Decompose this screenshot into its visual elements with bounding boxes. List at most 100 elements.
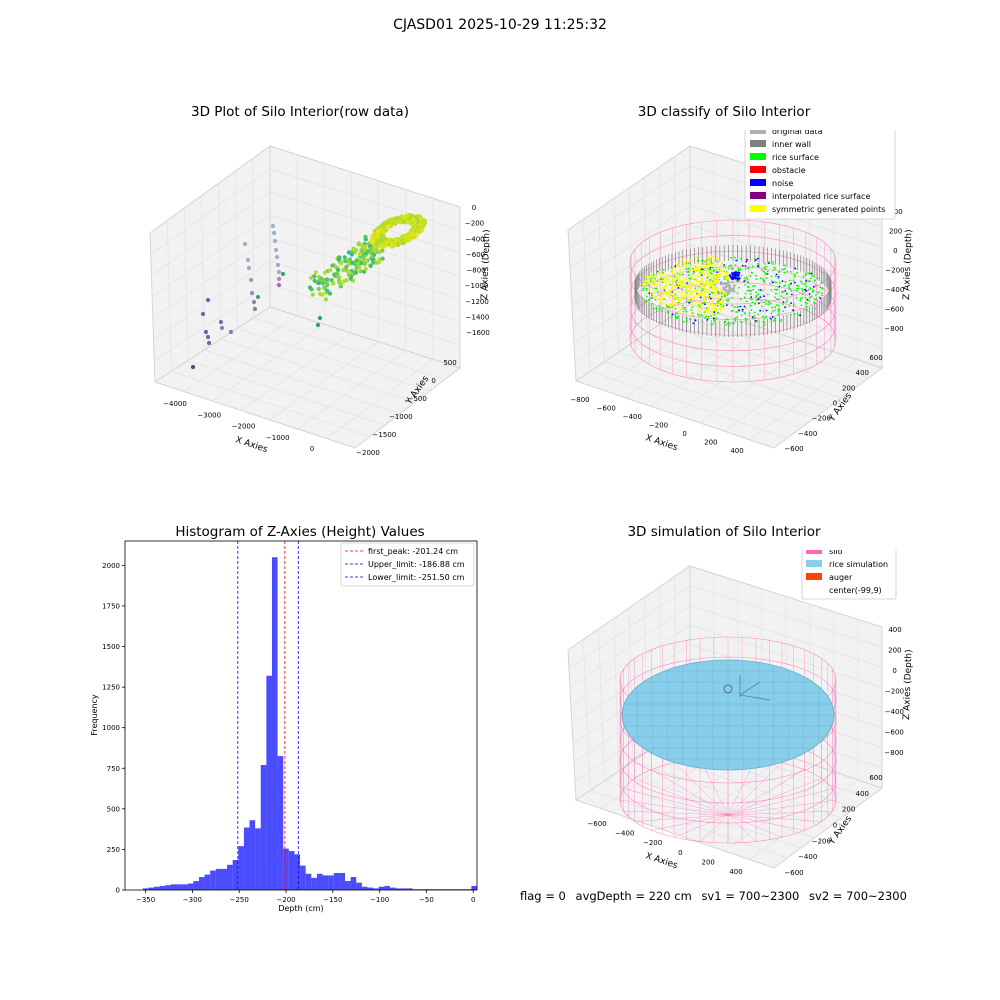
rice-surface-point: [782, 301, 785, 303]
rice-surface-point: [747, 267, 750, 270]
rice-surface-point: [786, 270, 789, 273]
raw-axis-ticks: −4000−3000−2000−100005000−500−1000−1500−…: [163, 204, 490, 457]
original-point: [732, 290, 735, 293]
symmetric-point: [681, 308, 684, 311]
rice-surface-point: [662, 268, 665, 271]
symmetric-point: [674, 277, 677, 280]
raw-x-axis-label: X Axies: [234, 435, 269, 455]
rice-surface-point: [685, 317, 688, 319]
classify-legend-swatch: [750, 205, 766, 212]
rice-surface-point: [788, 284, 790, 287]
grid-line: [674, 156, 677, 314]
symmetric-point: [715, 280, 718, 283]
histogram-bar: [446, 889, 452, 890]
symmetric-point: [708, 288, 711, 291]
histogram-x-axis-label: Depth (cm): [278, 904, 323, 913]
symmetric-point: [676, 298, 679, 301]
rice-surface-point: [656, 291, 659, 294]
rice-surface-point: [757, 298, 760, 301]
rice-surface-point: [793, 275, 796, 278]
original-point: [727, 292, 731, 295]
rice-surface-point: [724, 320, 726, 323]
rice-surface-point: [763, 281, 766, 283]
symmetric-point: [704, 266, 707, 269]
symmetric-point: [714, 260, 717, 263]
symmetric-point: [707, 295, 710, 298]
raw-data-point: [309, 275, 314, 280]
symmetric-point: [653, 281, 657, 284]
symmetric-point: [643, 283, 646, 286]
rice-surface-point: [700, 282, 703, 285]
symmetric-point: [704, 258, 707, 261]
silo-cone-line: [673, 762, 729, 816]
status-sv2: sv2 = 700~2300: [809, 889, 907, 903]
rice-surface-point: [800, 304, 803, 307]
noise-point: [737, 274, 740, 278]
histogram-bar: [255, 828, 261, 890]
simulation-x-axis-label: X Axies: [644, 851, 679, 871]
grid-line: [187, 360, 386, 426]
symmetric-point: [685, 293, 688, 296]
rice-surface-point: [820, 281, 823, 284]
grid-line: [166, 220, 172, 372]
rice-surface-point: [687, 268, 690, 270]
rice-surface-point: [784, 264, 786, 267]
rice-surface-point: [800, 280, 803, 283]
silo-cone-line: [634, 814, 729, 822]
rice-surface-point: [753, 258, 756, 260]
rice-surface-point: [736, 306, 739, 309]
rice-surface-point: [730, 310, 733, 312]
grid-line: [574, 283, 691, 363]
raw-data-point: [381, 244, 387, 249]
symmetric-point: [665, 284, 668, 287]
rice-surface-point: [713, 269, 716, 272]
noise-point: [733, 272, 736, 275]
rice-surface-point: [770, 312, 773, 315]
symmetric-point: [706, 282, 709, 285]
rice-surface-point: [704, 316, 707, 319]
rice-surface-point: [730, 297, 733, 299]
symmetric-point: [719, 269, 722, 272]
grid-line: [153, 260, 271, 340]
rice-surface-point: [780, 318, 783, 321]
histogram-chart: −350 −300 −250 −200 −150 −100 −50 0 0 250 500 750 1…: [90, 540, 478, 913]
rice-surface-point: [725, 318, 727, 321]
symmetric-point: [674, 296, 678, 299]
raw-z-tick: −1200: [465, 298, 489, 306]
symmetric-point: [721, 270, 724, 273]
rice-surface-point: [744, 279, 747, 282]
rice-surface-point: [710, 315, 713, 317]
rice-surface-point: [711, 262, 713, 265]
rice-surface-point: [775, 281, 777, 284]
symmetric-point: [685, 258, 688, 261]
symmetric-point: [666, 294, 669, 297]
rice-surface-point: [736, 280, 739, 282]
rice-surface-point: [719, 303, 722, 306]
rice-surface-point: [778, 281, 781, 284]
symmetric-point: [690, 304, 694, 307]
silo-cone-line: [634, 778, 729, 816]
rice-surface-point: [655, 287, 658, 290]
simulation-3d-plot: −600−400−20002004006004002000−200−400−60…: [567, 550, 914, 877]
rice-surface-point: [782, 310, 785, 312]
rice-surface-point: [731, 268, 734, 271]
rice-surface-point: [746, 278, 749, 280]
symmetric-point: [716, 288, 719, 291]
rice-surface-point: [685, 310, 688, 313]
symmetric-point: [708, 270, 711, 273]
raw-data-point: [219, 325, 225, 331]
symmetric-point: [710, 307, 714, 310]
rice-surface-point: [790, 302, 792, 304]
raw-data-point: [276, 276, 282, 282]
grid-line: [183, 315, 298, 392]
symmetric-point: [654, 275, 658, 278]
simulation-legend: silo rice simulation auger center(-99,9): [801, 550, 897, 600]
silo-cone-line: [673, 814, 729, 838]
raw-data-point: [409, 219, 414, 225]
classify-z-tick: −400: [885, 286, 904, 294]
rice-surface-point: [797, 287, 800, 290]
symmetric-point: [677, 277, 680, 280]
histogram-bar: [395, 888, 402, 890]
raw-data-point: [275, 262, 281, 268]
grid-line: [297, 350, 406, 430]
